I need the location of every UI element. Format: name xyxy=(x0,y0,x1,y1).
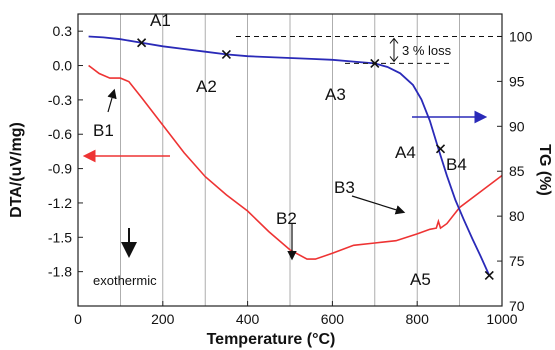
x-tick-label: 1000 xyxy=(486,311,517,327)
y-left-tick-label: -1.5 xyxy=(48,229,72,245)
y-right-tick-label: 75 xyxy=(509,253,525,269)
y-left-tick-label: -0.9 xyxy=(48,161,72,177)
annotation-b4: B4 xyxy=(446,155,467,174)
tick-layer: 0 200 400 600 800 1000 0.3 0.0 -0.3 -0.6 -0.9 -1.2 -… xyxy=(48,23,533,327)
y-left-tick-label: -1.2 xyxy=(48,195,72,211)
annotation-b1: B1 xyxy=(93,121,114,140)
y-right-tick-label: 80 xyxy=(509,208,525,224)
x-tick-label: 800 xyxy=(406,311,430,327)
annotation-layer: A1 A2 A3 A4 A5 B1 B2 B3 B4 exothermic 3 % loss xyxy=(82,11,502,289)
y-right-tick-label: 90 xyxy=(509,118,525,134)
tg-marker-a4 xyxy=(435,144,446,154)
loss-arrow-up xyxy=(389,37,399,44)
annotation-exothermic: exothermic xyxy=(93,273,157,288)
x-tick-label: 0 xyxy=(74,311,82,327)
right-y-axis-label: TG (%) xyxy=(536,144,553,196)
annotation-loss: 3 % loss xyxy=(402,43,452,58)
series-layer xyxy=(88,35,503,276)
y-right-tick-label: 70 xyxy=(509,298,525,314)
annotation-b3: B3 xyxy=(334,178,355,197)
tg-marker-a2 xyxy=(221,49,231,59)
x-tick-label: 200 xyxy=(151,311,175,327)
y-right-tick-label: 100 xyxy=(509,28,533,44)
x-tick-label: 600 xyxy=(321,311,345,327)
tg-series-line xyxy=(88,35,491,276)
annotation-a3: A3 xyxy=(325,85,346,104)
y-left-tick-label: -1.8 xyxy=(48,264,72,280)
tg-marker-a5 xyxy=(484,270,494,281)
annotation-a5: A5 xyxy=(410,270,431,289)
annotation-b2: B2 xyxy=(276,209,297,228)
left-y-axis-label: DTA/(uV/mg) xyxy=(8,122,25,218)
loss-arrow-down xyxy=(389,56,399,63)
tg-marker-a1 xyxy=(137,38,147,48)
y-right-tick-label: 95 xyxy=(509,73,525,89)
annotation-a4: A4 xyxy=(395,143,416,162)
x-axis-label: Temperature (°C) xyxy=(207,331,336,348)
y-left-tick-label: 0.0 xyxy=(53,58,73,74)
y-left-tick-label: -0.3 xyxy=(48,92,72,108)
b1-arrow xyxy=(107,88,117,113)
dta-series-line xyxy=(88,64,503,260)
plot-border xyxy=(77,13,503,307)
annotation-a1: A1 xyxy=(150,11,171,30)
annotation-a2: A2 xyxy=(196,77,217,96)
plot-frame xyxy=(77,13,503,307)
y-left-tick-label: 0.3 xyxy=(53,23,73,39)
x-tick-label: 400 xyxy=(236,311,260,327)
y-right-tick-label: 85 xyxy=(509,163,525,179)
y-left-tick-label: -0.6 xyxy=(48,126,72,142)
b3-arrow xyxy=(351,195,406,215)
